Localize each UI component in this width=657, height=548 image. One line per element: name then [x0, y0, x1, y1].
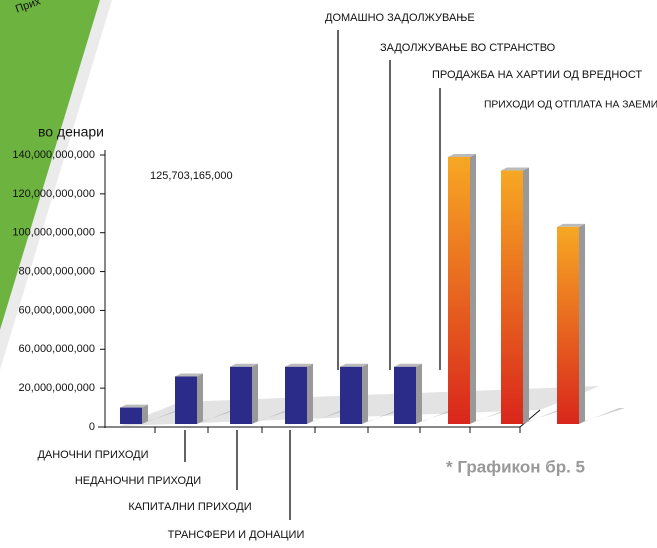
y-tick-label: 20,000,000,000: [19, 382, 95, 394]
category-label: ПРОДАЖБА НА ХАРТИИ ОД ВРЕДНОСТ: [432, 69, 642, 81]
corner-shadow: [0, 0, 112, 370]
bar: [120, 407, 142, 424]
bar-top: [120, 404, 148, 408]
caption: * Графикон бр. 5: [446, 457, 585, 476]
y-tick-label: 80,000,000,000: [19, 265, 95, 277]
bar: [285, 366, 307, 424]
category-label: ЗАДОЛЖУВАЊЕ ВО СТРАНСТВО: [380, 42, 556, 54]
bar-side: [470, 153, 476, 424]
bar-top: [230, 363, 258, 367]
bar-side: [362, 363, 368, 424]
bar: [501, 170, 523, 424]
bar-shadow: [579, 408, 625, 424]
category-label: ПРИХОДИ ОД ОТПЛАТА НА ЗАЕМИ: [484, 100, 657, 111]
bar: [448, 156, 470, 424]
bar-top: [557, 223, 585, 227]
bar: [175, 376, 197, 424]
y-tick-label: 140,000,000,000: [12, 149, 95, 161]
bar-top: [501, 167, 529, 171]
bar-side: [523, 167, 529, 425]
x-axis-depth: [519, 409, 541, 428]
bar-side: [197, 373, 203, 424]
bar-top: [285, 363, 313, 367]
bar: [340, 366, 362, 424]
y-tick-label: 100,000,000,000: [12, 227, 95, 239]
bar-side: [579, 223, 585, 424]
category-label: ТРАНСФЕРИ И ДОНАЦИИ: [168, 529, 305, 541]
category-label: НЕДАНОЧНИ ПРИХОДИ: [75, 475, 201, 487]
bar-top: [175, 373, 203, 377]
category-label: КАПИТАЛНИ ПРИХОДИ: [128, 501, 251, 513]
bar-top: [394, 363, 422, 367]
bar-top: [340, 363, 368, 367]
bar-top: [448, 153, 476, 157]
y-tick-label: 0: [89, 421, 95, 433]
bar-side: [307, 363, 313, 424]
annotation: 125,703,165,000: [150, 170, 233, 182]
y-tick-label: 60,000,000,000: [19, 343, 95, 355]
bar-side: [142, 404, 148, 424]
bar: [394, 366, 416, 424]
y-axis-label: во денари: [38, 124, 104, 140]
bar: [557, 226, 579, 424]
bar-side: [252, 363, 258, 424]
category-label: ДАНОЧНИ ПРИХОДИ: [37, 449, 148, 461]
bar: [230, 366, 252, 424]
y-tick-label: 120,000,000,000: [12, 188, 95, 200]
category-label: ДОМАШНО ЗАДОЛЖУВАЊЕ: [325, 12, 475, 24]
y-tick-label: 60,000,000,000: [19, 304, 95, 316]
bar-side: [416, 363, 422, 424]
